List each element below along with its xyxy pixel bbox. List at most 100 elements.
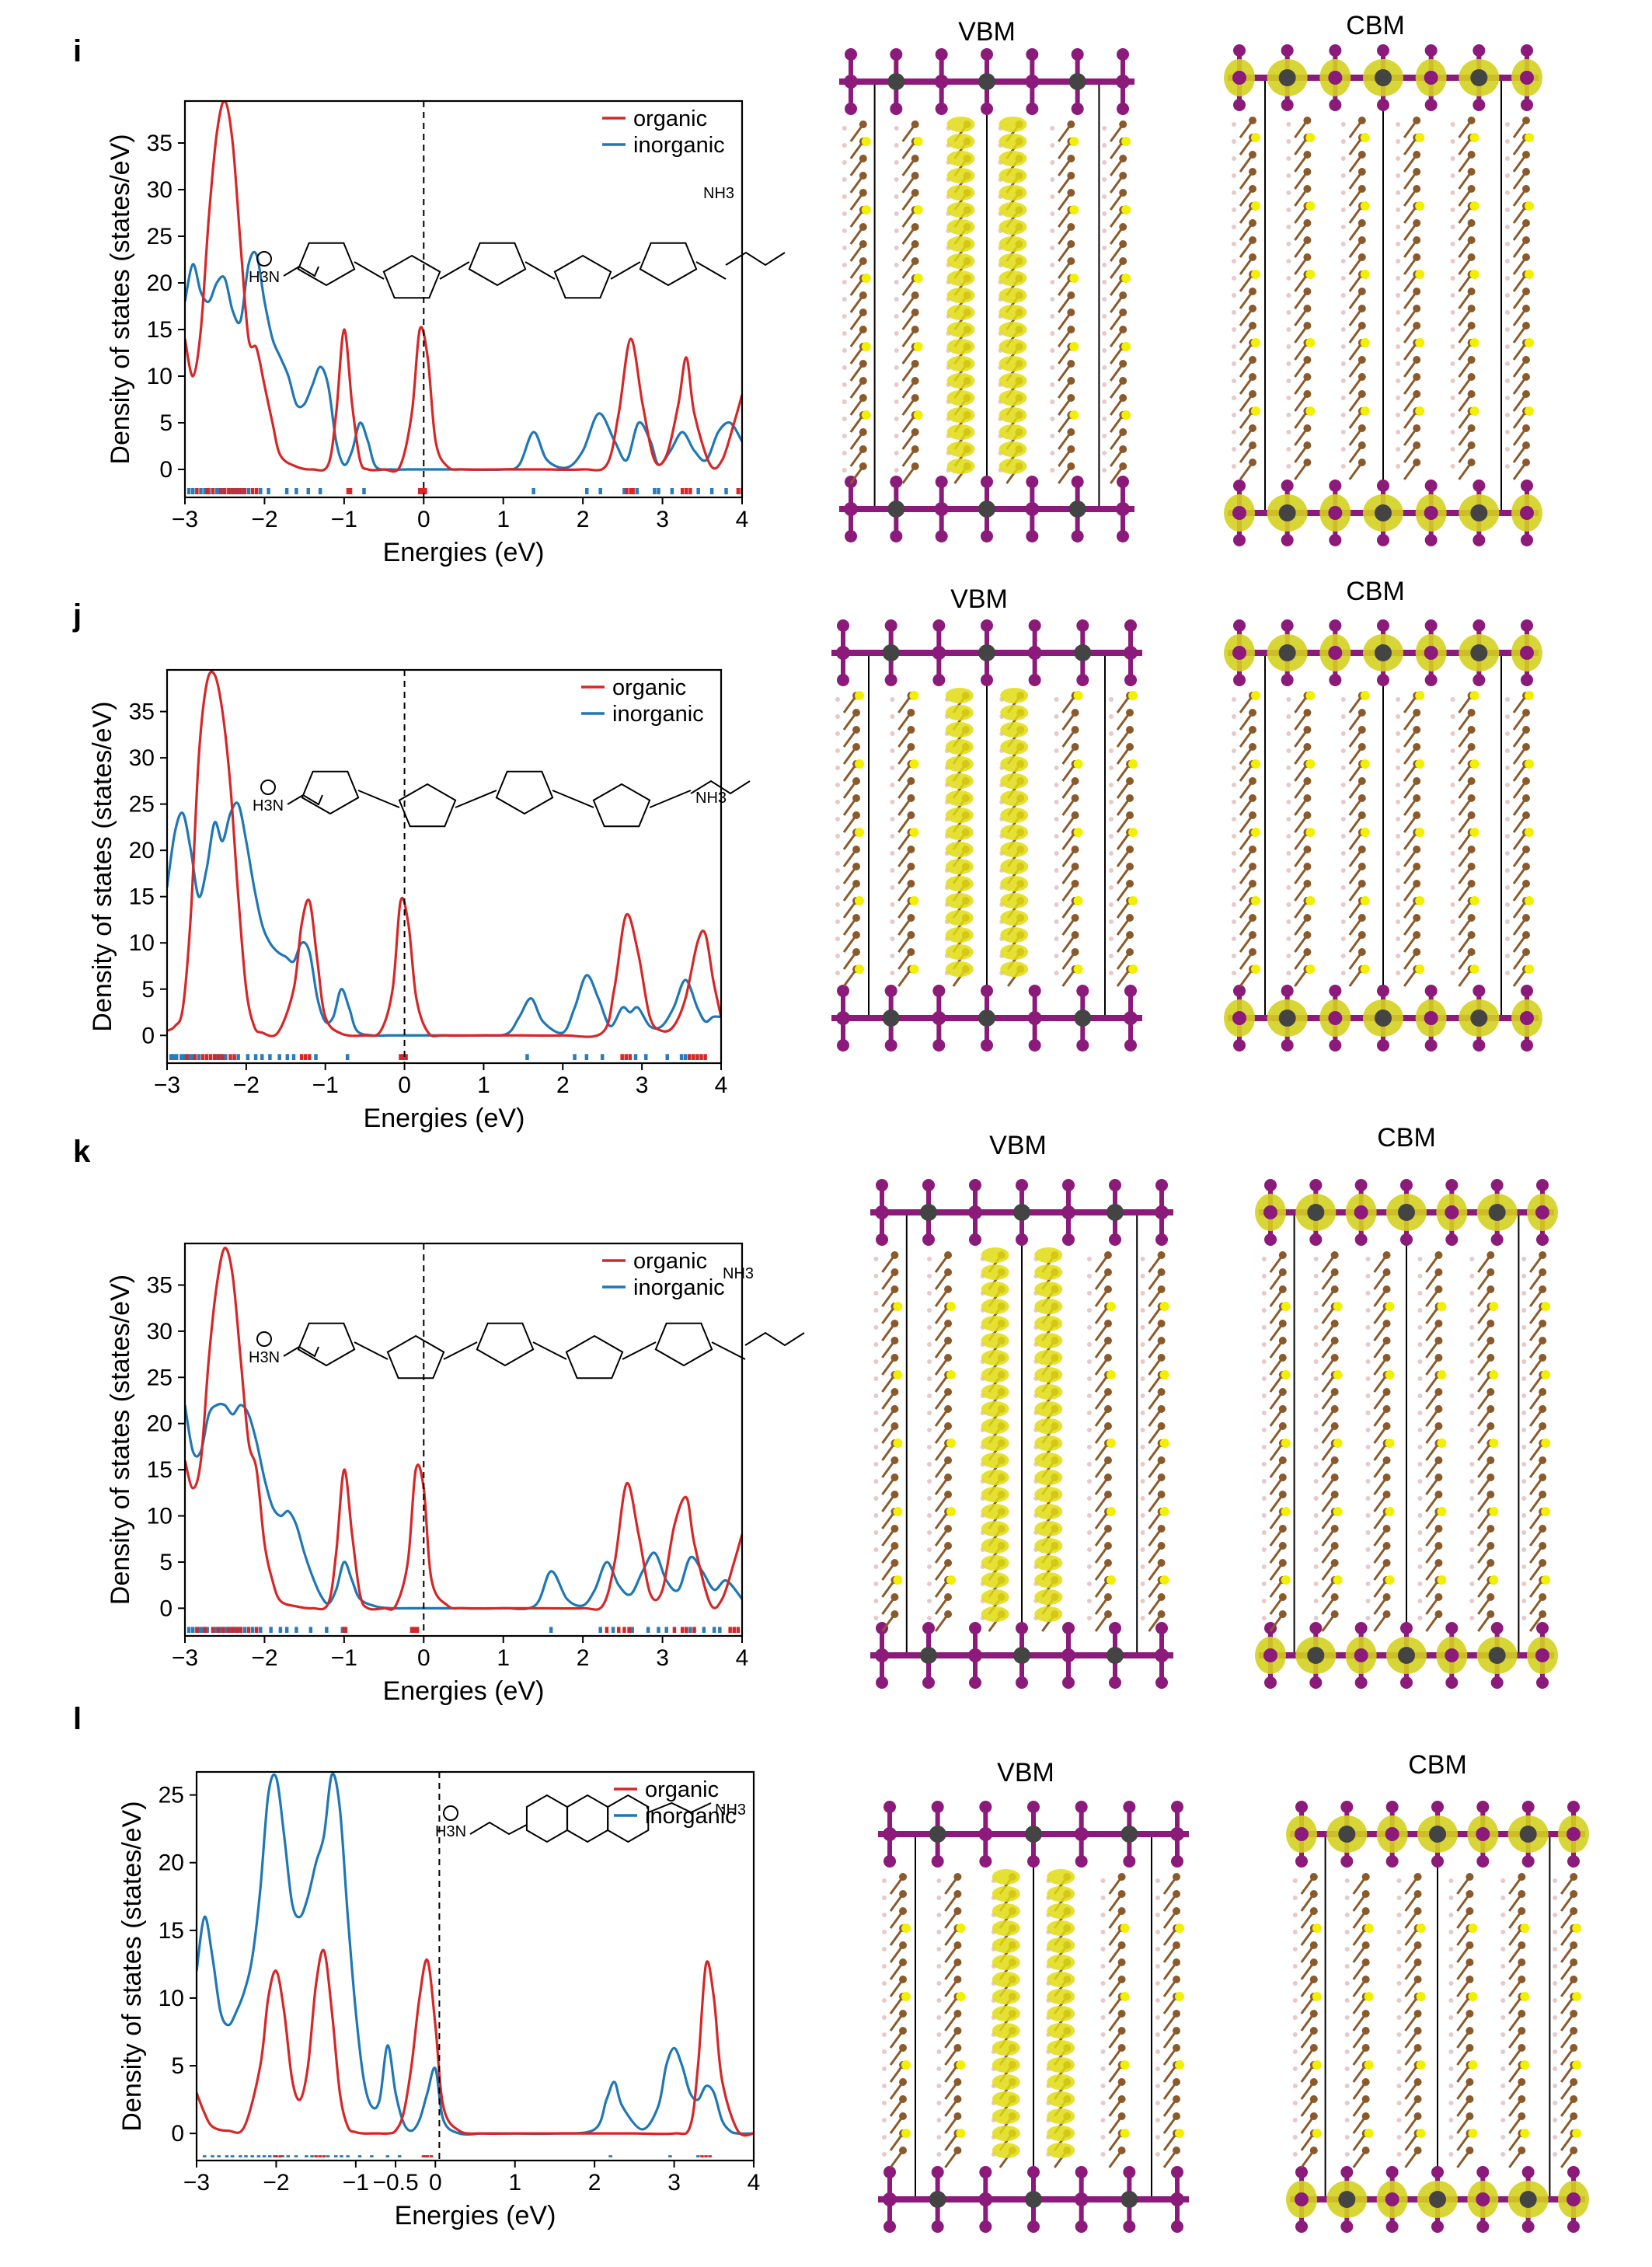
y-tick-label: 25 [147, 224, 173, 249]
y-tick-label: 5 [159, 1550, 173, 1575]
x-tick-label: 3 [667, 2170, 681, 2196]
thiophene-ring-icon [468, 242, 527, 287]
x-tick-label: 4 [715, 1072, 728, 1098]
y-tick-label: 10 [147, 1504, 173, 1529]
dos-chart-k: −3 −2 −1 0 1 2 3 4 0 5 10 15 20 25 30 35 Energies (eV) De… [106, 1242, 805, 1706]
crystal-structure-cbm [1224, 44, 1542, 546]
structure-label-cbm: CBM [1346, 577, 1405, 606]
crystal-structure-vbm [839, 48, 1134, 542]
charge-plus-icon [443, 1805, 458, 1821]
series-line-organic [167, 670, 721, 1038]
molecule-right-label: NH3 [723, 1265, 754, 1282]
x-tick-label: −3 [183, 2170, 210, 2196]
x-tick-label: 2 [577, 1645, 590, 1671]
x-tick-label: 3 [636, 1072, 649, 1098]
molecule-left-label: H3N [253, 797, 284, 814]
molecule-right-label: NH3 [695, 790, 727, 807]
molecule-right-label: NH3 [703, 185, 734, 202]
y-tick-label: 30 [147, 177, 173, 203]
molecule-structure: H3N NH3 [249, 185, 786, 299]
charge-plus-icon [256, 1331, 272, 1347]
panel-letter-i: i [73, 34, 82, 68]
y-tick-label: 10 [159, 1986, 184, 2011]
x-tick-label: −3 [172, 1645, 198, 1671]
benzene-ring-icon [525, 1794, 568, 1843]
y-axis-label: Density of states (states/eV) [117, 1801, 147, 2131]
x-axis-label: Energies (eV) [364, 1104, 525, 1133]
y-tick-label: 15 [147, 317, 173, 343]
y-tick-label: 0 [159, 1596, 173, 1621]
x-tick-label: 1 [497, 1645, 510, 1671]
x-tick-label: 2 [556, 1072, 570, 1098]
plot-frame [195, 1770, 755, 2162]
plot-frame [166, 668, 723, 1065]
legend-label-inorganic: inorganic [633, 1275, 725, 1300]
structure-label-vbm: VBM [997, 1758, 1054, 1787]
crystal-structure-vbm [831, 619, 1142, 1052]
rug-marks [169, 1054, 707, 1060]
x-tick-label: −2 [263, 2170, 289, 2196]
thiophene-ring-icon [553, 254, 612, 299]
structure-label-cbm: CBM [1408, 1750, 1467, 1780]
y-tick-label: 10 [147, 364, 173, 389]
x-tick-label: 3 [656, 507, 669, 532]
thiophene-ring-icon [495, 770, 554, 815]
x-tick-label: 4 [736, 507, 749, 532]
y-tick-label: 25 [129, 792, 155, 818]
x-tick-label: 1 [497, 507, 510, 532]
benzene-ring-icon [566, 1794, 609, 1843]
x-tick-label: 4 [748, 2170, 761, 2196]
benzene-ring-icon [607, 1794, 650, 1843]
x-tick-label: 0 [429, 2170, 442, 2196]
thiophene-ring-icon [386, 1334, 445, 1379]
series-line-organic [197, 1948, 754, 2137]
y-tick-label: 25 [159, 1783, 184, 1808]
molecule-left-label: H3N [249, 1349, 280, 1366]
thiophene-ring-icon [654, 1322, 713, 1367]
y-tick-label: 35 [147, 1272, 173, 1298]
rug-marks [202, 2155, 712, 2157]
x-tick-label: 0 [398, 1072, 411, 1098]
series-line-inorganic [167, 801, 721, 1038]
plot-frame [183, 99, 744, 499]
y-tick-label: 15 [129, 884, 155, 910]
thiophene-ring-icon [297, 242, 356, 287]
legend-label-organic: organic [633, 1249, 707, 1274]
crystal-structure-cbm [1224, 619, 1542, 1052]
x-tick-label: −1 [331, 1645, 357, 1671]
x-tick-label: 1 [477, 1072, 490, 1098]
series-line-organic [185, 101, 742, 473]
crystal-structure-vbm [870, 1179, 1173, 1689]
structure-label-vbm: VBM [958, 17, 1016, 47]
y-axis-label: Density of states (states/eV) [88, 701, 117, 1031]
y-tick-label: 15 [159, 1918, 184, 1944]
structure-label-vbm: VBM [950, 584, 1008, 614]
y-tick-label: 35 [129, 699, 155, 725]
y-tick-label: 15 [147, 1457, 173, 1483]
rug-marks [186, 488, 742, 494]
thiophene-ring-icon [297, 1322, 356, 1367]
series-line-organic [185, 1247, 742, 1611]
y-tick-label: 5 [159, 410, 173, 436]
y-axis-label: Density of states (states/eV) [106, 134, 135, 464]
y-tick-label: 30 [147, 1319, 173, 1345]
x-tick-label: −3 [172, 507, 198, 532]
structure-label-cbm: CBM [1377, 1123, 1436, 1153]
y-tick-label: 5 [171, 2053, 184, 2079]
thiophene-ring-icon [301, 770, 360, 815]
dos-chart-l: −3 −2 −1 0 1 2 3 4 −0.5 0 5 10 15 20 25 Energies (eV) De… [117, 1770, 761, 2230]
plot-frame [183, 1242, 744, 1637]
x-axis-label: Energies (eV) [383, 1676, 545, 1706]
y-tick-label: 20 [129, 838, 155, 863]
y-tick-label: 0 [171, 2121, 184, 2147]
x-tick-label: 2 [577, 507, 590, 532]
dos-chart-j: −3 −2 −1 0 1 2 3 4 0 5 10 15 20 25 30 35 Energies (eV) De… [88, 668, 751, 1133]
y-tick-label: 5 [141, 977, 155, 1003]
crystal-structure-cbm [1286, 1801, 1589, 2233]
x-tick-label: 0 [417, 1645, 430, 1671]
